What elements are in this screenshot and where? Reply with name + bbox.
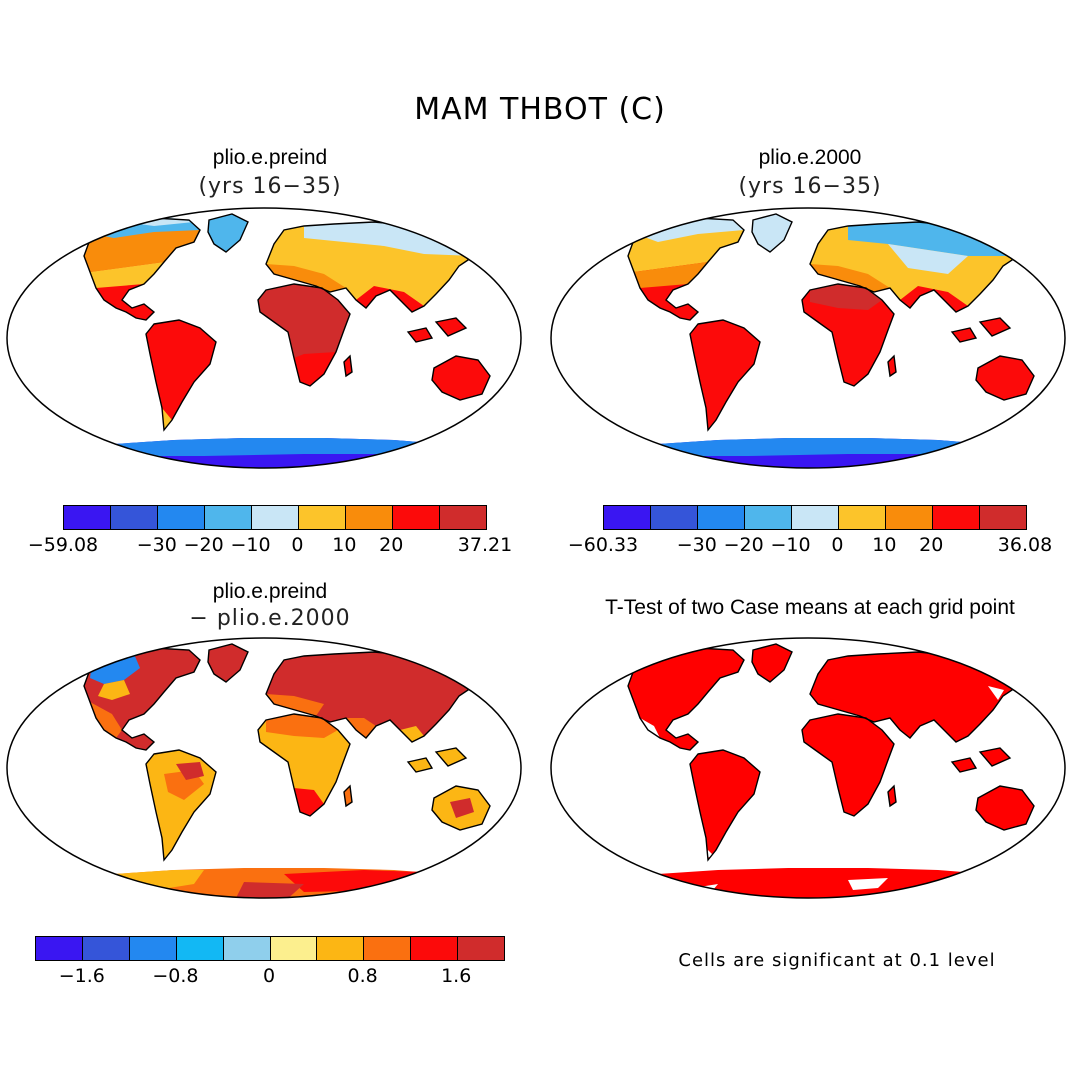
colorbar-1-bin <box>346 506 393 529</box>
colorbar-2-tick: −60.33 <box>567 534 639 556</box>
map-panel-2 <box>550 207 1066 469</box>
colorbar-3 <box>35 936 505 961</box>
colorbar-3-bin <box>270 937 318 960</box>
colorbar-3-tick: 1.6 <box>441 965 472 987</box>
colorbar-2-tick: −10 <box>770 534 811 556</box>
map-panel-3 <box>6 637 522 899</box>
colorbar-1 <box>63 505 487 530</box>
colorbar-1-tick: −10 <box>230 534 271 556</box>
colorbar-3-bin <box>223 937 271 960</box>
colorbar-1-bin <box>64 506 111 529</box>
colorbar-1-tick: −20 <box>183 534 224 556</box>
colorbar-2-bin <box>980 506 1026 529</box>
colorbar-3-tick: −0.8 <box>152 965 199 987</box>
panel-2-title: plio.e.2000 <box>758 146 862 169</box>
colorbar-3-bin <box>364 937 412 960</box>
map-panel-1 <box>6 207 522 469</box>
colorbar-1-ticks: −59.08 −30 −20 −10 0 10 20 37.21 <box>28 534 512 558</box>
colorbar-1-tick: 0 <box>291 534 304 556</box>
colorbar-1-bin <box>440 506 486 529</box>
colorbar-2-bin <box>651 506 698 529</box>
colorbar-1-tick: 37.21 <box>457 534 513 556</box>
colorbar-3-ticks: −1.6 −0.8 0 0.8 1.6 <box>35 965 503 989</box>
colorbar-2-bin <box>839 506 886 529</box>
colorbar-2-tick: 0 <box>831 534 844 556</box>
colorbar-2-tick: 36.08 <box>997 534 1053 556</box>
colorbar-1-bin <box>393 506 440 529</box>
colorbar-1-bin <box>158 506 205 529</box>
colorbar-2-bin <box>745 506 792 529</box>
colorbar-2-bin <box>886 506 933 529</box>
colorbar-2-bin <box>698 506 745 529</box>
colorbar-2-tick: 20 <box>919 534 944 556</box>
map-panel-4 <box>550 637 1066 899</box>
colorbar-1-tick: 20 <box>379 534 404 556</box>
colorbar-2-tick: −30 <box>676 534 717 556</box>
colorbar-1-bin <box>205 506 252 529</box>
panel-3-title: plio.e.preind <box>212 580 328 603</box>
panel-1-title: plio.e.preind <box>212 146 328 169</box>
colorbar-1-tick: −59.08 <box>27 534 99 556</box>
colorbar-3-tick: −1.6 <box>58 965 105 987</box>
colorbar-1-tick: 10 <box>332 534 357 556</box>
colorbar-3-bin <box>176 937 224 960</box>
colorbar-2-tick: 10 <box>872 534 897 556</box>
panel-4-title: T-Test of two Case means at each grid po… <box>605 596 1015 619</box>
colorbar-2-ticks: −60.33 −30 −20 −10 0 10 20 36.08 <box>568 534 1052 558</box>
colorbar-3-tick: 0 <box>262 965 276 987</box>
colorbar-1-tick: −30 <box>136 534 177 556</box>
colorbar-1-bin <box>299 506 346 529</box>
figure-title: MAM THBOT (C) <box>414 92 666 127</box>
panel-3-subtitle: − plio.e.2000 <box>189 606 351 631</box>
panel-2-subtitle: (yrs 16−35) <box>738 174 882 199</box>
colorbar-3-tick: 0.8 <box>347 965 378 987</box>
colorbar-2-tick: −20 <box>723 534 764 556</box>
colorbar-3-bin <box>411 937 459 960</box>
colorbar-2-bin <box>604 506 651 529</box>
significance-note: Cells are significant at 0.1 level <box>678 950 996 971</box>
colorbar-3-bin <box>82 937 130 960</box>
colorbar-3-bin <box>458 937 505 960</box>
colorbar-2-bin <box>933 506 980 529</box>
colorbar-2 <box>603 505 1027 530</box>
colorbar-2-bin <box>792 506 839 529</box>
colorbar-1-bin <box>111 506 158 529</box>
colorbar-3-bin <box>317 937 365 960</box>
colorbar-1-bin <box>252 506 299 529</box>
colorbar-3-bin <box>36 937 83 960</box>
panel-1-subtitle: (yrs 16−35) <box>198 174 342 199</box>
colorbar-3-bin <box>129 937 177 960</box>
